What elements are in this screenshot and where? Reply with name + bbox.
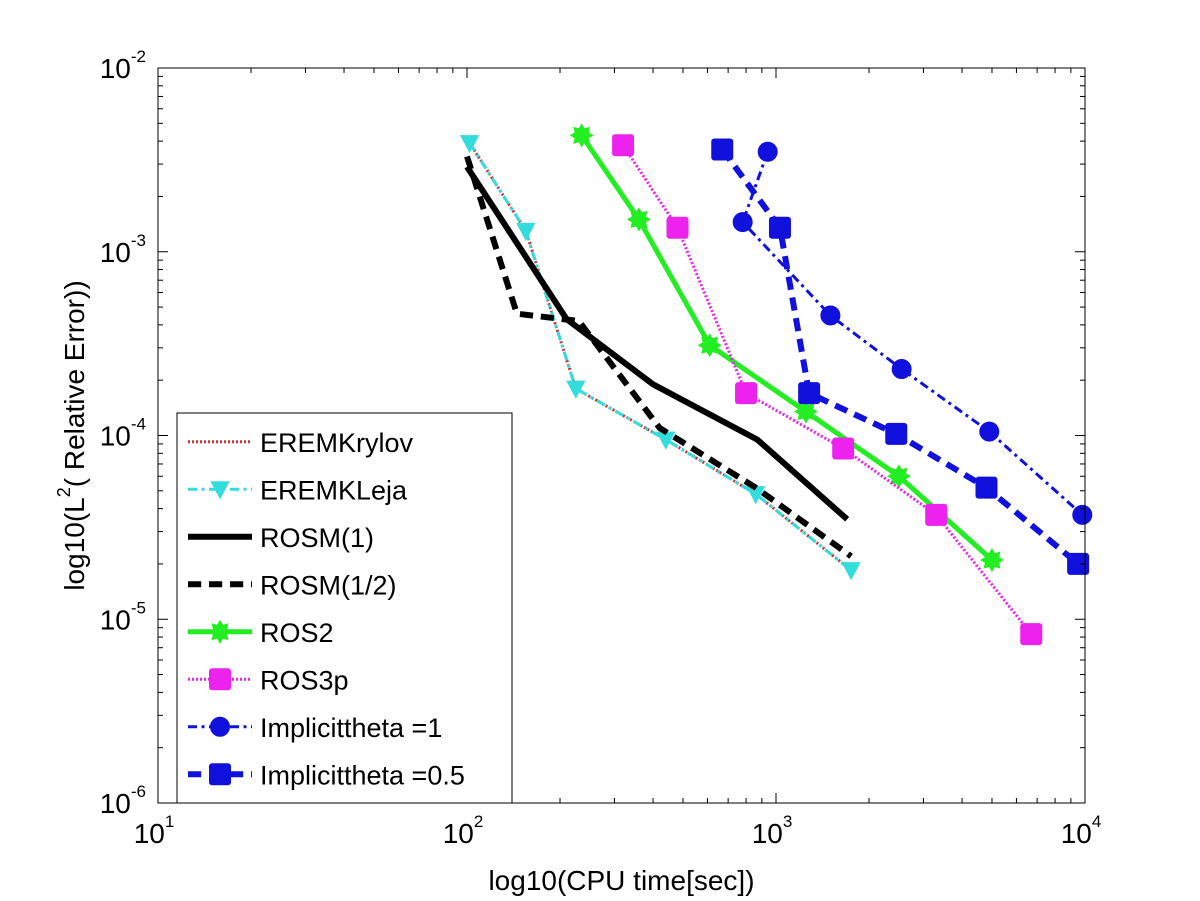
series-6 — [732, 141, 1093, 525]
data-point — [887, 464, 912, 489]
legend-marker — [209, 763, 231, 786]
data-point — [975, 476, 998, 499]
series-line — [579, 133, 994, 562]
y-tick-label: 10-3 — [100, 231, 146, 268]
data-point — [885, 422, 908, 445]
x-axis-label: log10(CPU time[sec]) — [488, 865, 754, 896]
legend-item: Implicittheta =1 — [188, 713, 442, 743]
data-point — [1067, 552, 1090, 575]
series-3 — [464, 155, 853, 559]
legend-item: ROS2 — [188, 618, 334, 648]
legend-label: ROS3p — [260, 665, 349, 695]
legend-item: EREMKrylov — [188, 428, 414, 458]
data-point — [735, 382, 758, 405]
series-line — [464, 165, 850, 522]
legend-label: ROSM(1/2) — [260, 570, 397, 600]
series-7 — [711, 138, 1090, 575]
data-point — [459, 135, 480, 154]
tick-layer: 101 102 103 104 10-6 10-5 10-4 10-3 10-2 — [100, 47, 1102, 849]
legend: EREMKrylov EREMKLeja ROSM(1) ROSM(1/2) ROS2 R… — [176, 412, 513, 804]
legend-item: Implicittheta =0.5 — [188, 760, 465, 790]
data-point — [612, 134, 635, 157]
y-tick-label: 10-6 — [100, 782, 146, 819]
data-point — [569, 123, 594, 148]
series-line — [621, 144, 1033, 636]
data-point — [798, 382, 821, 405]
series-5 — [612, 134, 1043, 646]
data-point — [516, 222, 536, 241]
legend-marker — [209, 668, 231, 691]
legend-marker — [210, 716, 230, 737]
data-point — [626, 207, 651, 232]
series-line — [741, 151, 1084, 516]
series-layer — [459, 123, 1093, 646]
legend-label: Implicittheta =0.5 — [260, 760, 465, 790]
x-tick-label: 102 — [443, 812, 484, 849]
legend-item: ROSM(1) — [188, 523, 374, 553]
legend-item: ROS3p — [188, 665, 349, 695]
legend-item: EREMKLeja — [188, 475, 408, 505]
data-point — [841, 562, 861, 581]
data-point — [757, 141, 778, 162]
y-tick-label: 10-5 — [100, 598, 146, 635]
data-point — [925, 503, 948, 526]
x-tick-label: 103 — [752, 812, 793, 849]
y-axis-label: log10(L2( Relative Error)) — [54, 280, 90, 590]
series-line — [719, 147, 1081, 567]
legend-box — [176, 412, 513, 804]
data-point — [697, 333, 722, 358]
legend-item: ROSM(1/2) — [188, 570, 397, 600]
data-point — [666, 216, 689, 239]
x-tick-label: 101 — [134, 812, 175, 849]
legend-label: EREMKLeja — [260, 475, 408, 505]
series-line — [468, 142, 853, 572]
data-point — [832, 437, 855, 460]
data-point — [979, 421, 1000, 442]
y-tick-label: 10-2 — [100, 47, 146, 84]
legend-label: ROS2 — [260, 618, 334, 648]
legend-label: EREMKrylov — [260, 428, 414, 458]
data-point — [566, 380, 586, 399]
series-2 — [464, 165, 850, 522]
legend-label: ROSM(1) — [260, 523, 374, 553]
data-point — [980, 548, 1005, 572]
data-point — [1072, 504, 1093, 525]
series-4 — [569, 123, 1005, 572]
data-point — [768, 216, 791, 239]
data-point — [891, 359, 912, 380]
data-point — [1020, 623, 1043, 646]
data-point — [820, 305, 841, 326]
x-tick-label: 104 — [1061, 812, 1102, 849]
series-line — [464, 155, 853, 559]
data-point — [793, 399, 818, 424]
y-tick-label: 10-4 — [100, 415, 146, 452]
legend-marker — [208, 619, 232, 644]
axis-labels: log10(CPU time[sec]) log10(L2( Relative E… — [54, 280, 755, 896]
legend-marker — [210, 481, 230, 500]
data-point — [732, 212, 753, 233]
legend-label: Implicittheta =1 — [260, 713, 442, 743]
data-point — [711, 138, 734, 161]
